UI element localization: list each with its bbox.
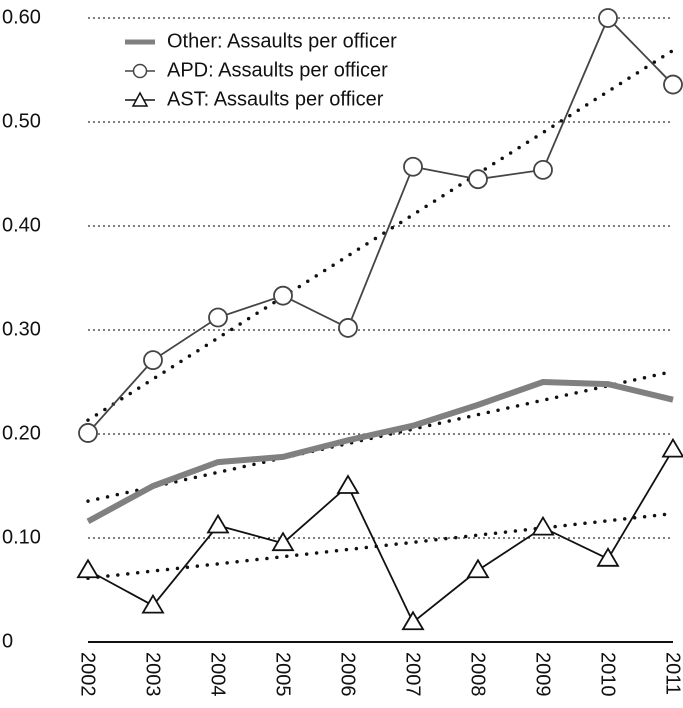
- triangle-marker: [76, 558, 100, 579]
- y-tick-label: 0.50: [2, 110, 41, 132]
- trendline: [86, 369, 675, 503]
- y-tick-label: 0.60: [2, 6, 41, 28]
- x-tick-label: 2011: [662, 652, 683, 695]
- legend-marker: [131, 91, 149, 107]
- circle-marker: [338, 318, 358, 338]
- series-line: [87, 16, 674, 434]
- triangle-marker: [336, 474, 360, 494]
- legend-label: AST: Assaults per officer: [167, 88, 384, 110]
- triangle-marker: [401, 610, 425, 631]
- circle-marker: [403, 156, 423, 177]
- x-tick-label: 2005: [272, 652, 294, 697]
- circle-marker: [78, 423, 98, 443]
- y-tick-label: 0.30: [2, 318, 41, 340]
- x-tick-label: 2004: [207, 652, 229, 697]
- trendline: [86, 511, 675, 580]
- triangle-marker: [141, 593, 165, 614]
- x-tick-label: 2008: [467, 652, 489, 697]
- x-tick-label: 2002: [77, 652, 99, 697]
- series-line: [86, 378, 674, 524]
- circle-marker: [533, 159, 553, 180]
- triangle-marker: [531, 515, 555, 536]
- y-tick-label: 0.40: [2, 214, 41, 236]
- circle-marker: [468, 169, 488, 190]
- triangle-marker: [661, 437, 683, 458]
- x-tick-label: 2009: [532, 652, 554, 697]
- triangle-marker: [466, 558, 490, 579]
- triangle-marker: [206, 513, 230, 534]
- triangle-marker: [596, 547, 620, 567]
- x-tick-label: 2003: [142, 652, 164, 697]
- legend-label: Other: Assaults per officer: [167, 30, 397, 52]
- circle-marker: [143, 350, 163, 371]
- x-tick-label: 2010: [597, 652, 619, 697]
- circle-marker: [663, 74, 683, 95]
- triangle-marker: [271, 531, 295, 552]
- y-tick-label: 0.20: [2, 422, 41, 444]
- y-tick-label: 0.10: [2, 526, 41, 548]
- circle-marker: [208, 307, 228, 328]
- legend-marker: [132, 63, 148, 79]
- series-line: [87, 449, 674, 624]
- x-tick-label: 2006: [337, 652, 359, 697]
- y-tick-label: 0: [2, 630, 13, 652]
- legend-label: APD: Assaults per officer: [167, 59, 388, 81]
- circle-marker: [273, 285, 293, 306]
- circle-marker: [598, 8, 618, 28]
- x-tick-label: 2007: [402, 652, 424, 697]
